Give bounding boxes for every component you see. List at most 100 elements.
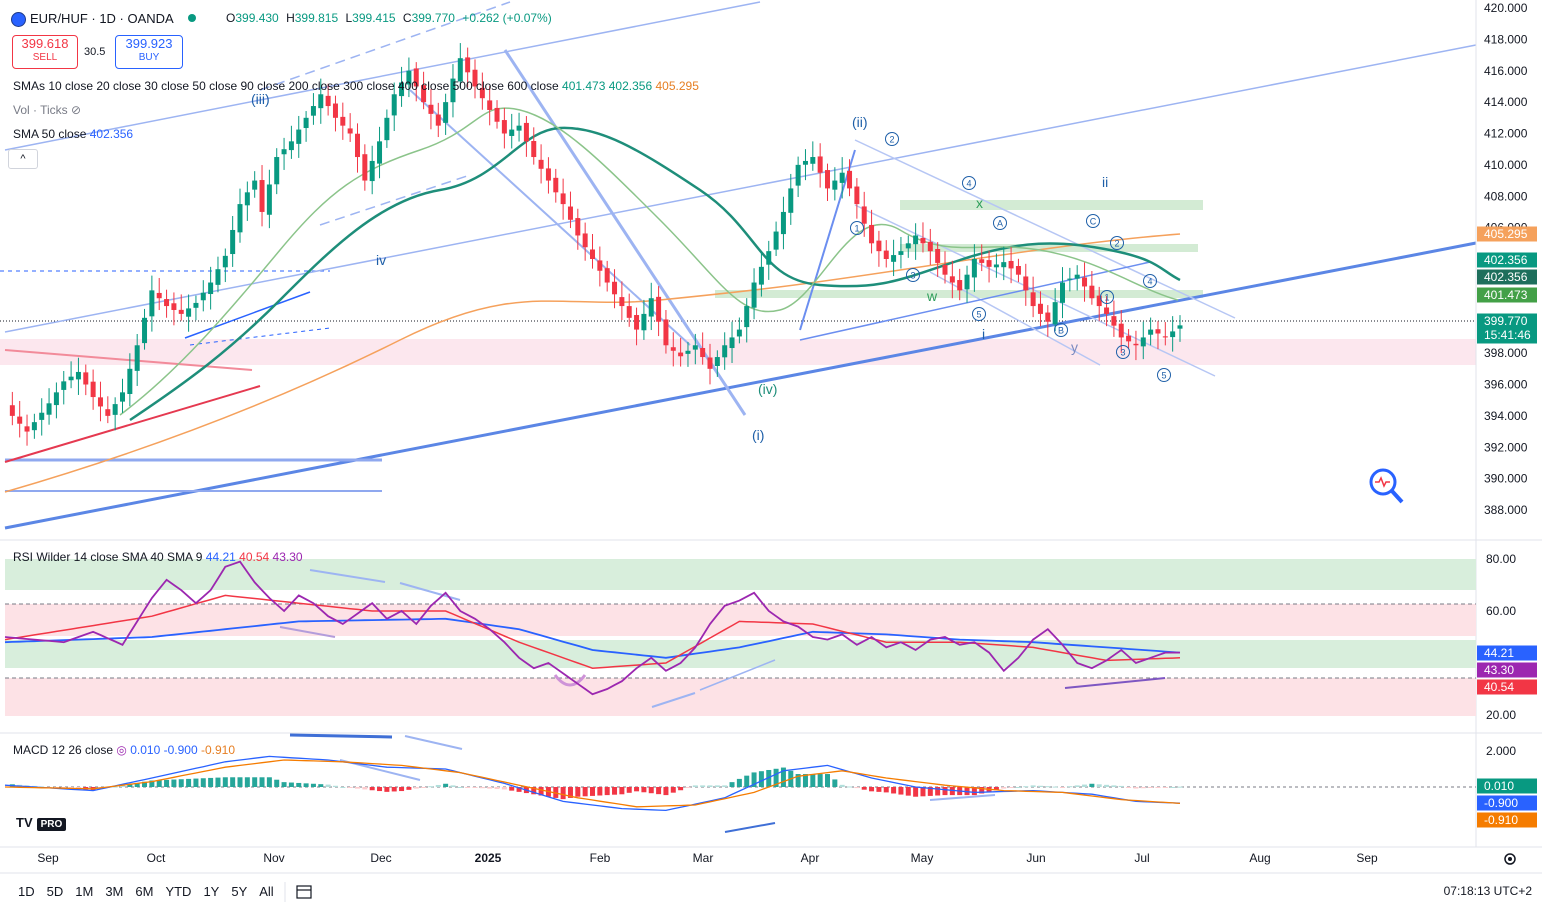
macd-histogram-bar	[215, 777, 221, 787]
macd-histogram-bar	[1045, 786, 1051, 788]
candle-body	[1133, 343, 1139, 346]
candle-body	[920, 238, 926, 244]
timeframe-ytd[interactable]: YTD	[165, 884, 192, 899]
wave-circle-text: C	[1090, 217, 1097, 227]
macd-settings-icon[interactable]: ◎	[116, 743, 127, 757]
calendar-icon[interactable]	[296, 885, 312, 899]
macd-histogram-bar	[178, 779, 184, 787]
macd-histogram-bar	[1170, 786, 1176, 788]
volume-legend[interactable]: Vol · Ticks ⊘	[13, 103, 82, 117]
rsi-badge-text: 44.21	[1484, 646, 1514, 660]
candle-body	[802, 160, 808, 165]
candle-body	[678, 352, 684, 357]
time-tick-label: 2025	[475, 851, 502, 865]
wave-circle	[993, 216, 1007, 230]
timeframe-5d[interactable]: 5D	[46, 884, 64, 899]
macd-histogram-bar	[516, 787, 522, 792]
candle-body	[9, 405, 15, 416]
candle-body	[531, 140, 537, 158]
candle-body	[303, 117, 309, 129]
hidden-eye-icon[interactable]: ⊘	[71, 103, 82, 117]
collapse-legend-button[interactable]: ^	[8, 149, 38, 169]
macd-histogram-bar	[700, 785, 706, 787]
time-tick-label: Oct	[147, 851, 166, 865]
macd-histogram-bar	[281, 782, 287, 787]
candle-body	[39, 412, 45, 420]
wave-circle-labels: 2 4 A C 2 1 3 4 1 5 B 3 5	[850, 132, 1171, 382]
magnifier-icon[interactable]	[1369, 468, 1404, 504]
time-tick-label: Jun	[1026, 851, 1045, 865]
candle-body	[421, 85, 427, 103]
timeframe-1d[interactable]: 1D	[18, 884, 35, 899]
macd-histogram-bar	[413, 787, 419, 789]
candle-body	[259, 180, 265, 212]
buy-button[interactable]: 399.923 BUY	[115, 35, 183, 69]
candle-body	[164, 299, 170, 307]
rsi-legend[interactable]: RSI Wilder 14 close SMA 40 SMA 9 44.21 4…	[13, 550, 303, 564]
macd-histogram-bar	[1008, 787, 1014, 788]
sma50-legend[interactable]: SMA 50 close 402.356	[13, 127, 134, 141]
clock[interactable]: 07:18:13 UTC+2	[1443, 884, 1532, 898]
timeframe-6m[interactable]: 6M	[135, 884, 154, 899]
symbol-title[interactable]: EUR/HUF · 1D · OANDA	[30, 11, 208, 26]
macd-histogram-bar	[1126, 787, 1132, 788]
candle-body	[1118, 323, 1124, 338]
sma-50-line	[129, 126, 1181, 422]
resistance-zone-1	[900, 200, 1203, 210]
macd-histogram-bar	[685, 787, 691, 788]
candle-body	[1060, 282, 1065, 303]
candle-body	[178, 309, 184, 314]
candle-body	[509, 129, 515, 136]
candle-body	[1008, 260, 1014, 269]
macd-histogram-bar	[575, 787, 581, 797]
time-tick-label: Feb	[590, 851, 611, 865]
wave-circle	[972, 307, 986, 321]
candle-body	[288, 141, 294, 151]
macd-legend[interactable]: MACD 12 26 close ◎ 0.010 -0.900 -0.910	[13, 743, 235, 757]
candle-body	[97, 397, 103, 407]
timeframe-1y[interactable]: 1Y	[203, 884, 220, 899]
macd-histogram-bar	[656, 787, 662, 795]
candle-body	[1170, 331, 1176, 338]
timeframe-5y[interactable]: 5Y	[231, 884, 248, 899]
macd-histogram-bar	[369, 787, 375, 791]
market-open-dot	[187, 14, 196, 22]
macd-histogram-bar	[494, 787, 500, 790]
price-tick-label: 396.000	[1484, 378, 1528, 392]
macd-histogram-bar	[670, 787, 676, 793]
macd-histogram-bar	[707, 785, 713, 787]
macd-histogram-bar	[560, 787, 566, 800]
candle-body	[736, 329, 742, 337]
wave-circle	[1054, 323, 1068, 337]
sell-button[interactable]: 399.618 SELL	[12, 35, 78, 69]
wave-circle	[1086, 214, 1100, 228]
macd-histogram-bar	[347, 787, 353, 788]
macd-histogram-bar	[795, 774, 801, 787]
candle-body	[619, 297, 625, 307]
macd-histogram-bar	[1030, 785, 1036, 787]
price-badge-text: 402.356	[1484, 270, 1528, 284]
macd-histogram-bar	[832, 779, 838, 787]
trendlines[interactable]	[4, 1, 1477, 530]
red-trendlines[interactable]	[4, 349, 261, 463]
macd-histogram-bar	[876, 787, 882, 792]
candle-body	[847, 170, 853, 189]
candle-body	[905, 243, 911, 249]
smas-legend[interactable]: SMAs 10 close 20 close 30 close 50 close…	[13, 79, 699, 93]
settings-gear-icon[interactable]	[1504, 853, 1516, 865]
wave-circle-text: B	[1058, 326, 1064, 336]
macd-histogram-bar	[839, 784, 845, 787]
timeframe-3m[interactable]: 3M	[105, 884, 124, 899]
timeframe-selector[interactable]: 1D 5D 1M 3M 6M YTD 1Y 5Y All	[18, 884, 286, 899]
timeframe-all[interactable]: All	[259, 884, 274, 899]
macd-histogram-bar	[1060, 787, 1065, 788]
macd-histogram-bar	[993, 787, 999, 791]
timeframe-1m[interactable]: 1M	[75, 884, 94, 899]
candle-body	[729, 337, 735, 349]
price-badge	[1477, 313, 1537, 344]
macd-histogram-bar	[149, 780, 155, 787]
macd-histogram-bar	[1074, 785, 1080, 787]
macd-histogram-bar	[325, 784, 331, 787]
candle-body	[604, 268, 610, 283]
